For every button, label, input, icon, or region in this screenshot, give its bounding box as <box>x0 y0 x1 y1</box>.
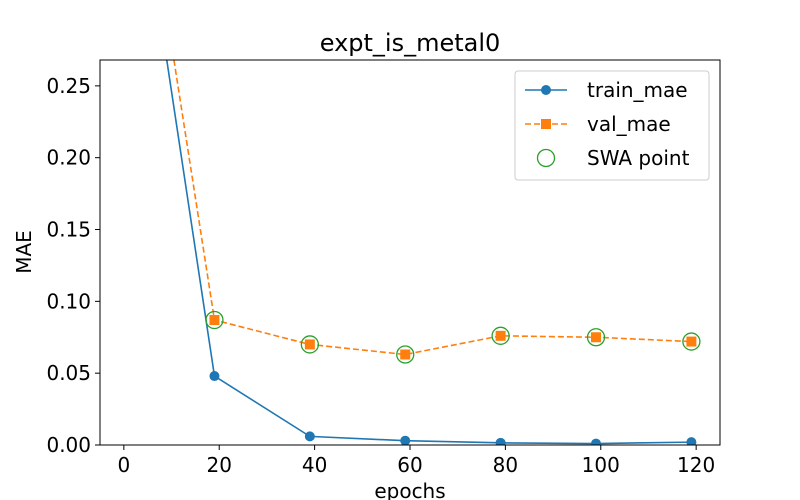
y-tick-label: 0.15 <box>46 218 91 242</box>
data-point-train-mae <box>495 437 506 445</box>
x-tick-label: 20 <box>207 453 232 477</box>
x-tick-label: 80 <box>493 453 518 477</box>
x-tick-label: 0 <box>117 453 130 477</box>
x-axis: 0 20 40 60 80 100 120 <box>117 445 715 477</box>
x-tick-label: 40 <box>302 453 327 477</box>
data-point-swa-point <box>586 328 606 347</box>
x-tick-label: 60 <box>397 453 422 477</box>
y-tick-label: 0.25 <box>46 74 91 98</box>
legend-box <box>514 70 710 181</box>
series-train-mae <box>165 60 697 445</box>
data-point-train-mae <box>400 435 411 445</box>
data-point-train-mae <box>209 371 220 382</box>
y-tick-label: 0.20 <box>46 146 91 170</box>
data-point-val-mae <box>591 332 601 343</box>
data-point-val-mae <box>495 330 506 341</box>
legend: train_mae val_mae SWA point <box>514 70 710 181</box>
data-point-val-mae <box>400 349 411 360</box>
x-tick-label: 100 <box>582 453 620 477</box>
data-point-val-mae <box>304 339 315 350</box>
data-point-val-mae <box>209 315 220 326</box>
legend-label-train-mae: train_mae <box>587 78 688 102</box>
series-val-mae <box>173 60 697 360</box>
legend-marker-train-mae <box>541 85 551 95</box>
legend-marker-swa-point <box>536 148 556 168</box>
y-tick-label: 0.00 <box>46 433 91 457</box>
data-point-train-mae <box>686 437 697 445</box>
data-point-swa-point <box>682 332 701 351</box>
chart-title: expt_is_metal0 <box>320 29 501 57</box>
legend-entry-swa-point: SWA point <box>536 146 690 170</box>
y-axis: 0.00 0.05 0.10 0.15 0.20 0.25 <box>46 74 100 457</box>
data-point-swa-point <box>300 335 319 354</box>
data-point-train-mae <box>591 438 601 445</box>
legend-entry-val-mae: val_mae <box>525 112 671 136</box>
legend-label-val-mae: val_mae <box>587 112 671 136</box>
legend-label-swa-point: SWA point <box>587 146 690 170</box>
x-axis-label: epochs <box>374 479 445 500</box>
legend-entry-train-mae: train_mae <box>525 78 688 102</box>
plot-area <box>165 60 701 445</box>
x-tick-label: 120 <box>677 453 715 477</box>
data-point-swa-point <box>205 310 224 330</box>
y-tick-label: 0.05 <box>46 361 91 385</box>
y-tick-label: 0.10 <box>46 289 91 313</box>
data-point-swa-point <box>396 345 415 364</box>
plot-series <box>165 60 701 445</box>
series-swa-point <box>205 310 701 364</box>
data-point-swa-point <box>491 326 510 345</box>
data-point-val-mae <box>686 336 697 347</box>
legend-marker-val-mae <box>541 119 551 129</box>
y-axis-label: MAE <box>12 230 36 274</box>
data-point-train-mae <box>304 431 315 442</box>
